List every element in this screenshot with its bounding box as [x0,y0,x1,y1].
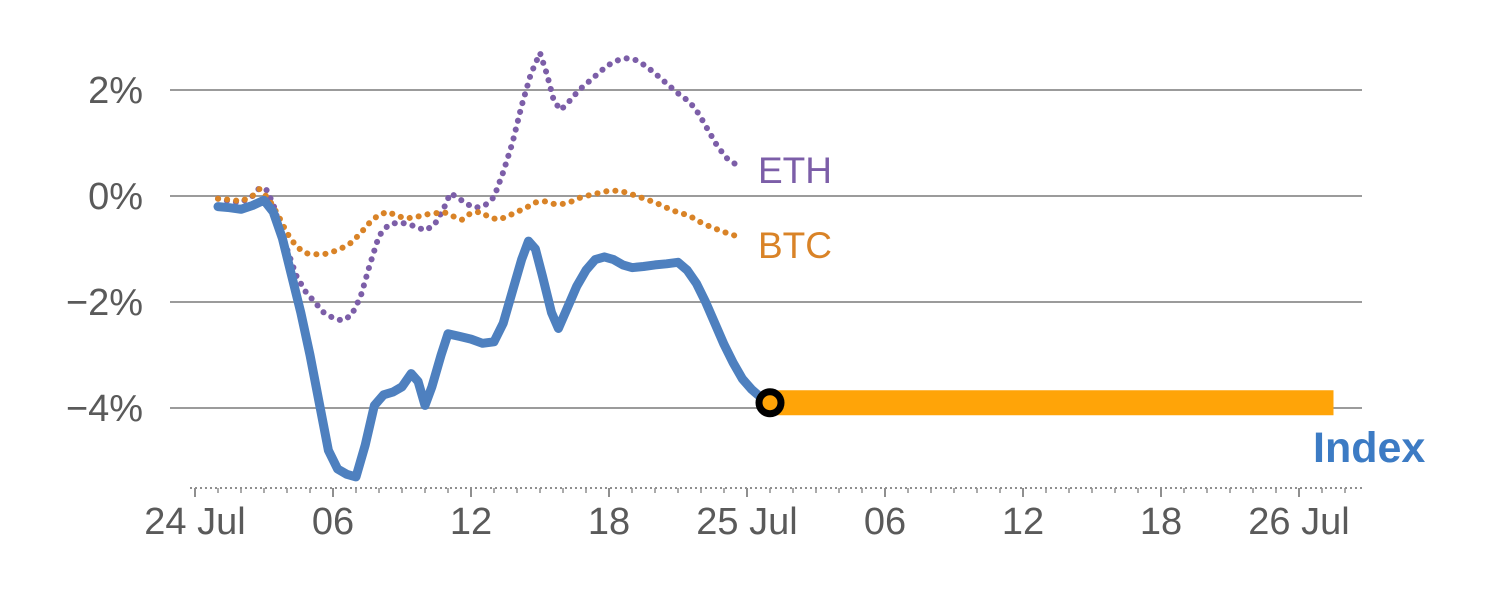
x-tick-label: 18 [588,501,630,543]
index-series-label: Index [1313,424,1426,472]
endpoint-marker [755,388,785,418]
x-tick-label: 25 Jul [696,501,797,543]
eth-series-label: ETH [758,150,832,191]
x-tick-label: 12 [450,501,492,543]
y-tick-label: −2% [66,282,143,324]
index-line [213,195,775,482]
x-tick-label: 12 [1002,501,1044,543]
y-tick-label: −4% [66,388,143,430]
y-tick-label: 0% [88,176,143,218]
eth-line [215,49,739,324]
x-tick-label: 06 [864,501,906,543]
x-tick-label: 26 Jul [1248,501,1349,543]
btc-series-label: BTC [758,225,832,266]
x-tick-label: 06 [312,501,354,543]
x-tick-label: 24 Jul [144,501,245,543]
y-tick-label: 2% [88,70,143,112]
btc-line [215,186,739,258]
x-tick-label: 18 [1140,501,1182,543]
